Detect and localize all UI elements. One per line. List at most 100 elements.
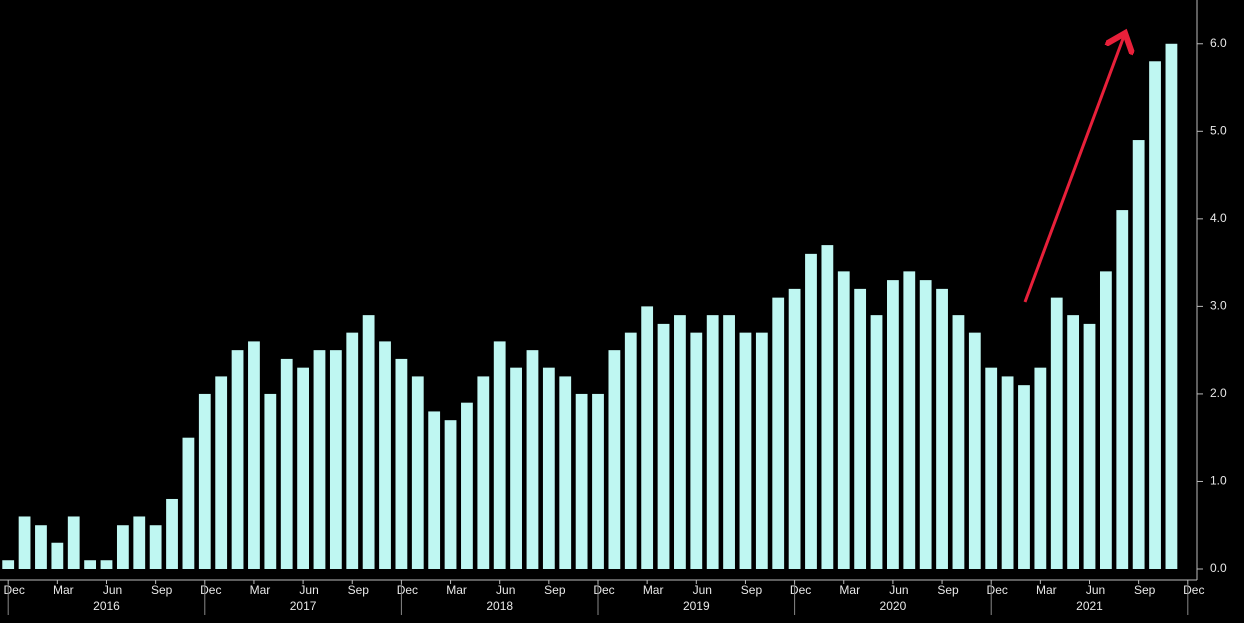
x-tick-label: Mar [839,583,860,597]
bar [805,253,817,569]
x-tick-label: Sep [348,583,370,597]
y-tick-label: 0.0 [1210,561,1227,575]
bar [903,271,916,569]
x-tick-label: Mar [250,583,271,597]
bar [821,245,834,569]
year-label: 2018 [486,599,513,613]
bar [936,288,948,569]
x-tick-label: Sep [151,583,173,597]
bar [1149,61,1161,570]
year-label: 2016 [93,599,120,613]
bar [788,288,801,569]
x-tick-label: Jun [299,583,318,597]
bar [411,376,424,569]
bar [887,280,899,569]
year-label: 2019 [683,599,710,613]
year-label: 2020 [880,599,907,613]
bar [1001,376,1014,569]
bar [166,498,178,569]
bar [837,271,850,569]
x-tick-label: Dec [397,583,418,597]
bar [1132,140,1145,570]
x-tick-label: Dec [987,583,1008,597]
x-tick-label: Sep [937,583,959,597]
bar [690,332,703,569]
x-tick-label: Mar [643,583,664,597]
year-label: 2021 [1076,599,1103,613]
bar [51,542,64,569]
x-tick-label: Sep [741,583,763,597]
x-tick-label: Jun [1086,583,1105,597]
bar [1083,323,1096,569]
bar [739,332,752,569]
x-tick-label: Jun [496,583,515,597]
x-tick-label: Jun [693,583,712,597]
bar [1165,43,1178,570]
bar [461,402,473,569]
bar [510,367,522,569]
bar [1099,271,1112,569]
bar [362,315,375,569]
bar [100,560,113,569]
bar [149,525,162,569]
bar [116,525,129,569]
bar [248,341,260,569]
bar [755,332,768,569]
year-label: 2017 [290,599,317,613]
x-tick-label: Jun [889,583,908,597]
bar [952,315,965,569]
x-tick-label: Dec [200,583,221,597]
bar [280,358,293,569]
bar [428,411,441,569]
bar [624,332,637,569]
bar [985,367,998,569]
bar [968,332,981,569]
bar [1050,297,1063,569]
x-tick-label: Dec [593,583,614,597]
x-tick-label: Sep [1134,583,1156,597]
bar [329,350,342,569]
y-tick-label: 6.0 [1210,36,1227,50]
bar [559,376,572,569]
y-tick-label: 2.0 [1210,386,1227,400]
bar [1067,315,1080,569]
bar [592,393,604,569]
bar [313,350,326,569]
bar [215,376,228,569]
y-tick-label: 5.0 [1210,123,1227,137]
bar [35,525,47,569]
x-tick-label: Mar [1036,583,1057,597]
bar [477,376,490,569]
bar [674,315,686,569]
bar [133,516,146,569]
bar [198,393,211,569]
annotation-arrow [1023,36,1124,303]
bar [723,315,735,569]
bar [1034,367,1047,569]
x-tick-label: Sep [544,583,566,597]
bar [379,341,391,569]
x-tick-label: Dec [4,583,25,597]
x-tick-label: Dec [790,583,811,597]
bar [870,315,883,569]
bar [84,560,97,569]
bar [542,367,555,569]
bar [231,350,244,569]
bar [608,350,621,569]
bar [18,516,31,569]
bar [264,393,277,569]
bar [641,306,654,569]
x-tick-label: Mar [446,583,467,597]
bar [526,350,539,569]
bar [182,437,195,569]
bar [395,358,408,569]
bar [444,420,457,569]
bar [346,332,359,569]
bar [854,288,867,569]
bar [297,367,309,569]
bar [919,280,932,569]
x-tick-label: Dec [1183,583,1204,597]
x-tick-label: Mar [53,583,74,597]
